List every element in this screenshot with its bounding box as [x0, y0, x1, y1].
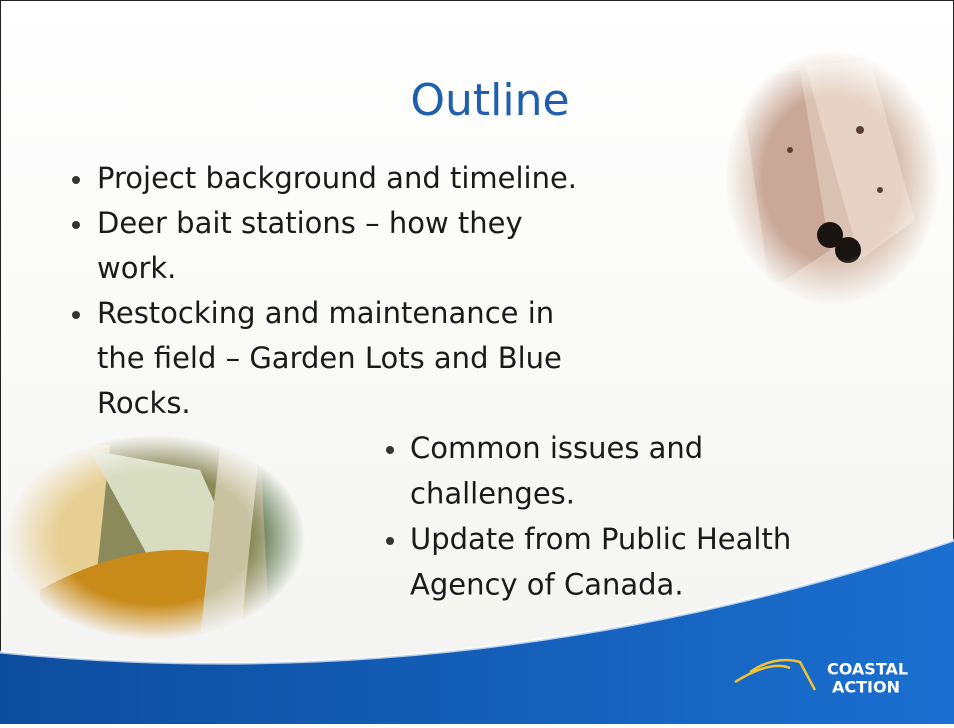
logo-text: ACTION	[832, 678, 900, 697]
slide: COASTAL ACTION Outline Project backgroun…	[0, 0, 954, 724]
logo-text: COASTAL	[827, 660, 908, 679]
bullet-text: Update from Public Health	[410, 522, 791, 556]
bottom-photo	[5, 435, 305, 640]
page: COASTAL ACTION Outline Project backgroun…	[0, 0, 954, 724]
bullet-dot	[72, 176, 80, 184]
bullet-text: the field – Garden Lots and Blue	[97, 341, 562, 375]
bullet-dot	[386, 537, 394, 545]
bullet-text: Project background and timeline.	[97, 161, 577, 195]
bullet-text: Rocks.	[97, 386, 191, 420]
bullet-dot	[386, 446, 394, 454]
bullet-text: Common issues and	[410, 431, 703, 465]
bullet-dot	[72, 311, 80, 319]
bullet-text: Agency of Canada.	[410, 568, 684, 602]
bullet-dot	[72, 221, 80, 229]
bullet-text: challenges.	[410, 477, 575, 511]
bullet-text: Deer bait stations – how they	[97, 206, 523, 240]
slide-title: Outline	[410, 75, 569, 126]
top-photo	[725, 50, 940, 305]
bullet-text: work.	[97, 251, 176, 285]
bullet-text: Restocking and maintenance in	[97, 296, 554, 330]
